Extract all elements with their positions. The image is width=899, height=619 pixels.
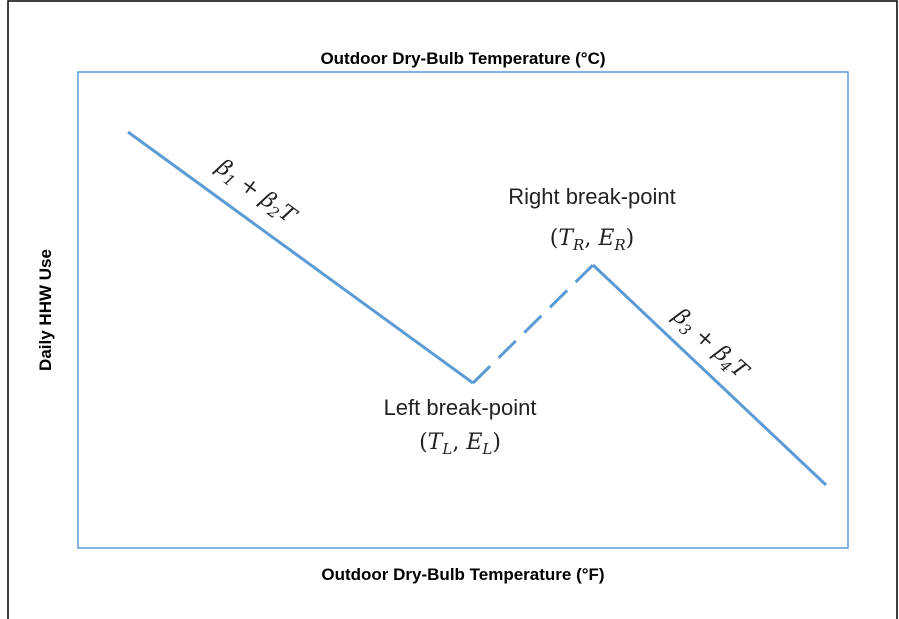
text-part: ( — [419, 430, 428, 455]
frame — [7, 0, 898, 619]
right-breakpoint-coord: (TR, ER) — [550, 226, 635, 254]
left-breakpoint-coord: (TL, EL) — [419, 430, 501, 458]
right-segment — [591, 263, 828, 487]
left-segment — [127, 130, 474, 385]
bottom-axis-title: Outdoor Dry-Bulb Temperature (°F) — [321, 565, 604, 584]
text-part: L — [481, 440, 492, 458]
right-breakpoint-label: Right break-point — [508, 184, 676, 209]
middle-segment — [471, 263, 595, 385]
lines — [127, 130, 828, 487]
text-part: T — [558, 226, 575, 251]
plot-area — [77, 71, 849, 549]
text-part: ) — [626, 226, 635, 251]
text-part: R — [572, 236, 584, 254]
text-part: E — [597, 226, 614, 251]
y-axis-title: Daily HHW Use — [36, 249, 55, 371]
text-part: T — [428, 430, 445, 455]
text-part: E — [465, 430, 482, 455]
top-axis-title: Outdoor Dry-Bulb Temperature (°C) — [320, 49, 605, 68]
left-segment-label: β1 + β2T — [209, 154, 302, 232]
left-breakpoint-label: Left break-point — [384, 395, 537, 420]
text-part: ) — [492, 430, 501, 455]
text-part: R — [613, 236, 625, 254]
text-part: , — [452, 430, 466, 455]
text-part: , — [584, 226, 598, 251]
text-part: L — [441, 440, 452, 458]
text-part: ( — [550, 226, 559, 251]
